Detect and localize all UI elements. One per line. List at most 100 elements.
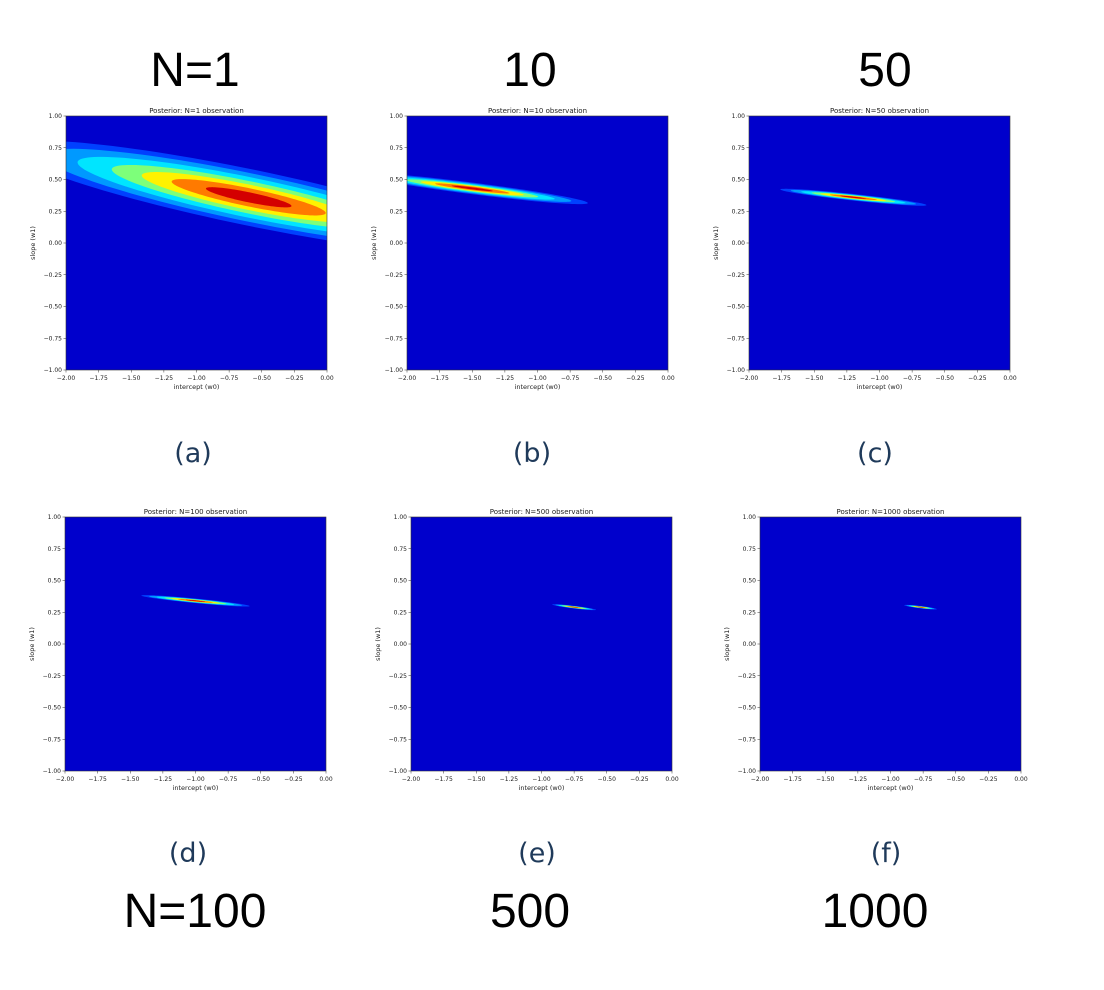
x-tick-label: −0.25 (968, 375, 987, 382)
x-tick-label: −0.75 (903, 375, 922, 382)
y-tick-label: 0.00 (394, 641, 408, 648)
x-tick-label: −1.25 (155, 375, 174, 382)
y-tick-label: 0.50 (390, 177, 404, 184)
x-tick-label: −1.00 (881, 776, 900, 783)
posterior-plot-n500: Posterior: N=500 observation −2.00 −1.75 −1… (374, 508, 679, 792)
y-tick-label: 0.00 (48, 641, 62, 648)
y-tick-label: −0.75 (385, 335, 404, 342)
y-tick-label: 0.25 (48, 609, 62, 616)
posterior-plot-n50: Posterior: N=50 observation −2.00 −1.75 −1.… (712, 107, 1017, 391)
footer-label-n100: N=100 (123, 885, 267, 938)
x-tick-label: −0.50 (252, 776, 271, 783)
x-tick-label: 0.00 (1014, 776, 1028, 783)
x-tick-label: −1.75 (783, 776, 802, 783)
x-axis-label: intercept (w0) (519, 784, 565, 792)
header-label-n1: N=1 (150, 44, 240, 97)
y-tick-label: −0.25 (43, 673, 62, 680)
header-label-10: 10 (503, 44, 557, 97)
y-tick-label: −1.00 (738, 768, 757, 775)
contour-band-6 (840, 195, 867, 199)
y-tick-label: 0.50 (49, 177, 63, 184)
chart-title: Posterior: N=100 observation (144, 508, 247, 516)
y-tick-label: 0.75 (49, 145, 63, 152)
subfig-caption-c: (c) (857, 438, 893, 469)
y-tick-label: 0.75 (732, 145, 746, 152)
y-tick-label: 1.00 (394, 514, 408, 521)
x-tick-label: 0.00 (1003, 375, 1017, 382)
x-tick-label: −0.50 (947, 776, 966, 783)
x-axis-label: intercept (w0) (515, 383, 561, 391)
x-tick-label: −2.00 (57, 375, 76, 382)
x-tick-label: −0.50 (598, 776, 617, 783)
contour-group (904, 604, 937, 610)
plot-background (407, 116, 668, 370)
y-tick-label: 0.50 (732, 177, 746, 184)
y-tick-label: 0.50 (394, 578, 408, 585)
x-tick-label: −1.00 (186, 776, 205, 783)
x-tick-label: −1.50 (467, 776, 486, 783)
footer-label-1000: 1000 (821, 885, 929, 938)
subfig-caption-b: (b) (512, 438, 552, 469)
subfig-caption-f: (f) (870, 838, 902, 869)
x-tick-label: −1.50 (122, 375, 141, 382)
subfig-caption-d: (d) (168, 838, 208, 869)
y-tick-label: −0.75 (44, 335, 63, 342)
x-axis-label: intercept (w0) (868, 784, 914, 792)
chart-panel-d: Posterior: N=100 observation −2.00 −1.75 −1… (0, 504, 344, 799)
x-tick-label: −0.25 (284, 776, 303, 783)
x-tick-label: −1.25 (496, 375, 515, 382)
chart-title: Posterior: N=10 observation (488, 107, 587, 115)
x-tick-label: −1.25 (838, 375, 857, 382)
plot-background (411, 517, 672, 771)
x-tick-label: −0.50 (936, 375, 955, 382)
plot-background (749, 116, 1010, 370)
subfig-caption-e: (e) (518, 838, 556, 869)
x-tick-label: 0.00 (665, 776, 679, 783)
x-tick-label: −0.75 (914, 776, 933, 783)
y-tick-label: −0.25 (385, 272, 404, 279)
contour-band-6 (451, 185, 493, 192)
y-tick-label: 0.25 (394, 609, 408, 616)
y-tick-label: 0.00 (390, 240, 404, 247)
x-tick-label: −1.75 (772, 375, 791, 382)
chart-title: Posterior: N=1 observation (149, 107, 244, 115)
y-axis-label: slope (w1) (723, 627, 731, 661)
x-tick-label: 0.00 (319, 776, 333, 783)
contour-group (780, 188, 927, 206)
x-tick-label: −1.50 (805, 375, 824, 382)
posterior-plot-n10: Posterior: N=10 observation −2.00 −1.75 −1.… (370, 107, 675, 391)
y-tick-label: 0.75 (743, 546, 757, 553)
y-tick-label: −0.25 (727, 272, 746, 279)
y-tick-label: 1.00 (49, 113, 63, 120)
y-tick-label: 0.25 (732, 208, 746, 215)
y-axis-label: slope (w1) (29, 226, 37, 260)
y-tick-label: 0.75 (48, 546, 62, 553)
y-tick-label: −0.50 (727, 304, 746, 311)
x-tick-label: −1.25 (500, 776, 519, 783)
y-tick-label: −1.00 (385, 367, 404, 374)
y-tick-label: −0.25 (44, 272, 63, 279)
x-tick-label: −1.00 (532, 776, 551, 783)
y-tick-label: 0.00 (743, 641, 757, 648)
x-tick-label: −0.75 (219, 776, 238, 783)
x-tick-label: −0.25 (626, 375, 645, 382)
y-tick-label: 0.00 (732, 240, 746, 247)
contour-group (552, 604, 597, 611)
y-tick-label: 0.75 (394, 546, 408, 553)
y-axis-label: slope (w1) (712, 226, 720, 260)
chart-title: Posterior: N=500 observation (490, 508, 593, 516)
y-tick-label: −0.25 (389, 673, 408, 680)
y-tick-label: 0.50 (48, 578, 62, 585)
y-tick-label: −0.50 (44, 304, 63, 311)
chart-panel-a: Posterior: N=1 observation −2.00 −1.75 −1.5… (0, 103, 345, 398)
x-tick-label: −0.75 (561, 375, 580, 382)
y-tick-label: −0.75 (43, 736, 62, 743)
chart-panel-c: Posterior: N=50 observation −2.00 −1.75 −1.… (683, 103, 1028, 398)
x-tick-label: −0.75 (220, 375, 239, 382)
y-tick-label: −1.00 (727, 367, 746, 374)
contour-band-6 (205, 187, 292, 208)
y-tick-label: −0.75 (738, 736, 757, 743)
y-tick-label: −0.75 (727, 335, 746, 342)
x-tick-label: −1.75 (89, 375, 108, 382)
y-tick-label: 1.00 (732, 113, 746, 120)
